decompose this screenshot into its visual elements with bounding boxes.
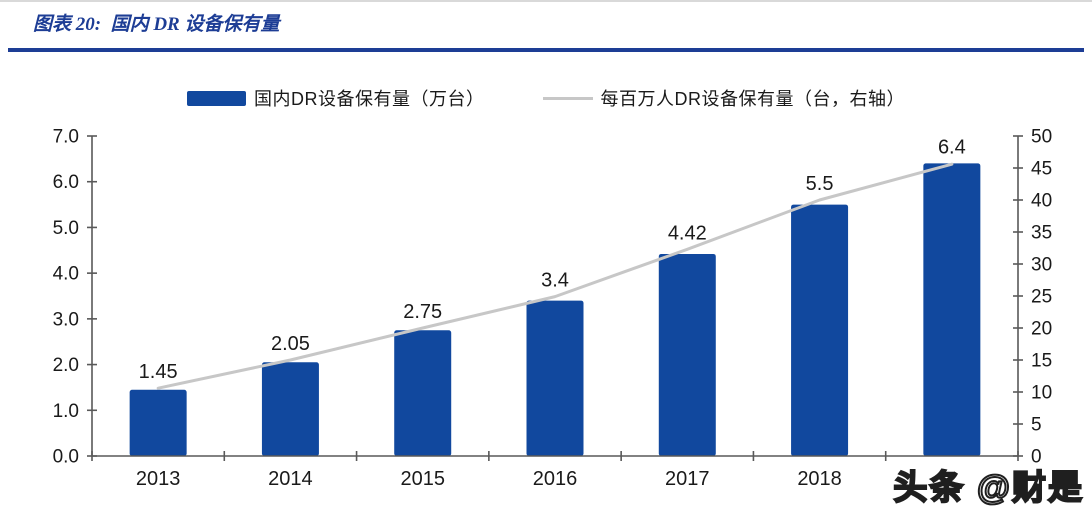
y-axis-left-label: 6.0	[53, 172, 79, 193]
y-axis-right-label: 30	[1031, 255, 1052, 276]
y-axis-right-label: 15	[1031, 351, 1052, 372]
y-axis-right-label: 0	[1031, 447, 1042, 468]
bar-value-label: 3.4	[541, 270, 569, 292]
y-axis-left-label: 5.0	[53, 218, 79, 239]
top-hairline	[0, 0, 1092, 2]
x-axis-label: 2014	[268, 468, 313, 490]
y-axis-right-label: 50	[1031, 127, 1052, 148]
watermark: 头条 @财是	[892, 468, 1084, 508]
y-axis-right-label: 5	[1031, 415, 1042, 436]
y-axis-left-label: 1.0	[53, 401, 79, 422]
bar-value-label: 2.75	[403, 301, 442, 323]
bar	[923, 163, 981, 456]
bar	[791, 204, 849, 456]
bar	[526, 300, 584, 456]
bar	[658, 253, 716, 456]
y-axis-left-label: 0.0	[53, 447, 79, 468]
title-rule	[8, 48, 1084, 52]
y-axis-left-label: 7.0	[53, 127, 79, 148]
bar-value-label: 2.05	[271, 333, 310, 355]
bar-value-label: 1.45	[139, 361, 178, 383]
line-series-label: 每百万人DR设备保有量（台，右轴）	[600, 89, 905, 109]
bar-value-label: 4.42	[668, 222, 707, 244]
y-axis-right-label: 25	[1031, 287, 1052, 308]
legend-item-line-series: 每百万人DR设备保有量（台，右轴）	[542, 85, 906, 111]
y-axis-left-label: 3.0	[53, 309, 79, 330]
y-axis-left-label: 2.0	[53, 355, 79, 376]
x-axis-label: 2013	[136, 468, 181, 490]
bar	[129, 389, 187, 456]
x-axis-label: 2015	[400, 468, 445, 490]
chart-legend: 国内DR设备保有量（万台） 每百万人DR设备保有量（台，右轴）	[0, 85, 1092, 111]
bar	[394, 330, 452, 456]
x-axis-label: 2016	[533, 468, 578, 490]
y-axis-right-label: 10	[1031, 383, 1052, 404]
figure-title: 图表 20: 国内 DR 设备保有量	[33, 14, 280, 35]
legend-item-bar-series: 国内DR设备保有量（万台）	[187, 85, 485, 111]
y-axis-left-label: 4.0	[53, 264, 79, 285]
x-axis-label: 2018	[797, 468, 842, 490]
trend-line	[156, 162, 954, 390]
y-axis-right-label: 45	[1031, 159, 1052, 180]
line-series-swatch	[542, 96, 593, 100]
x-axis-label: 2017	[665, 468, 710, 490]
y-axis-right-label: 20	[1031, 319, 1052, 340]
bar-series-swatch	[187, 90, 246, 106]
y-axis-right-label: 35	[1031, 223, 1052, 244]
bar-value-label: 5.5	[806, 173, 834, 195]
bar	[261, 362, 319, 456]
bar-value-label: 6.4	[938, 136, 966, 158]
y-axis-right-label: 40	[1031, 191, 1052, 212]
bar-series-label: 国内DR设备保有量（万台）	[254, 89, 485, 109]
